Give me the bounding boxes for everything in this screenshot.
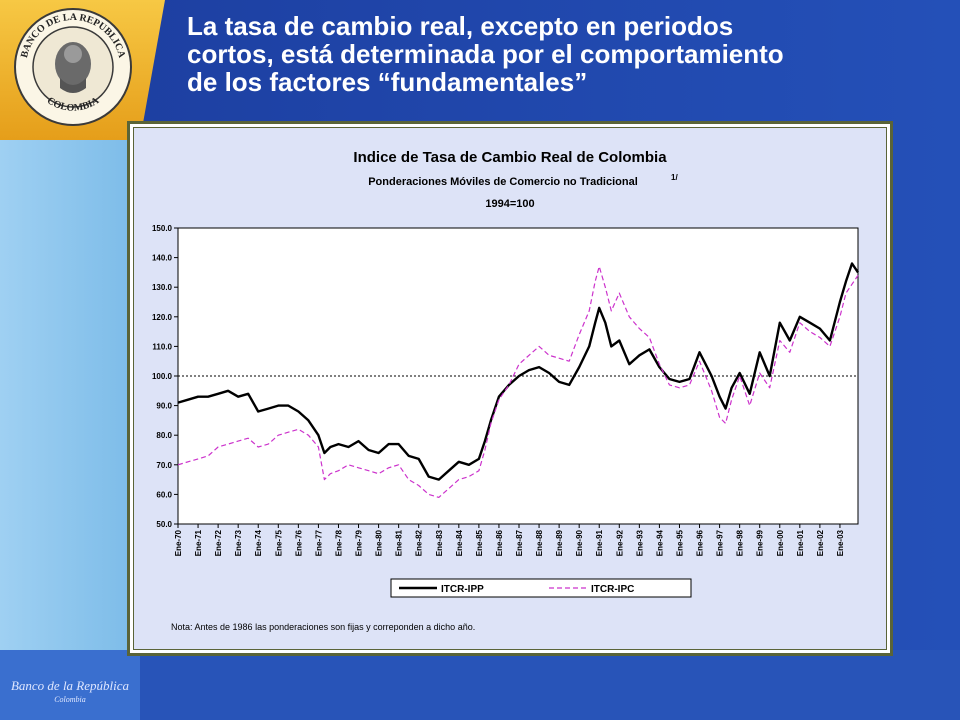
x-tick-label: Ene-88 (535, 529, 544, 556)
x-tick-label: Ene-03 (836, 529, 845, 556)
x-tick-label: Ene-85 (475, 529, 484, 556)
y-tick-label: 100.0 (152, 372, 173, 381)
x-tick-label: Ene-96 (696, 529, 705, 556)
x-tick-label: Ene-97 (716, 529, 725, 556)
x-tick-label: Ene-89 (555, 529, 564, 556)
x-tick-label: Ene-98 (736, 529, 745, 556)
x-tick-label: Ene-99 (756, 529, 765, 556)
chart-subtitle: Ponderaciones Móviles de Comercio no Tra… (368, 176, 638, 188)
x-tick-label: Ene-92 (615, 529, 624, 556)
legend-box (390, 578, 692, 598)
y-tick-label: 60.0 (156, 490, 172, 499)
x-tick-label: Ene-72 (214, 529, 223, 556)
legend-label: ITCR-IPP (441, 584, 484, 595)
chart-base-label: 1994=100 (485, 198, 534, 210)
x-tick-label: Ene-01 (796, 529, 805, 556)
slide-title-line: La tasa de cambio real, excepto en perio… (187, 11, 734, 41)
x-tick-label: Ene-77 (314, 529, 323, 556)
y-tick-label: 80.0 (156, 431, 172, 440)
x-tick-label: Ene-70 (174, 529, 183, 556)
x-tick-label: Ene-75 (274, 529, 283, 556)
x-tick-label: Ene-91 (595, 529, 604, 556)
y-tick-label: 130.0 (152, 283, 173, 292)
y-tick-label: 70.0 (156, 461, 172, 470)
x-tick-label: Ene-76 (294, 529, 303, 556)
y-tick-label: 110.0 (152, 342, 172, 351)
series-line-itcr-ipc (177, 265, 859, 498)
x-tick-label: Ene-93 (635, 529, 644, 556)
y-tick-label: 140.0 (152, 254, 173, 263)
footer-logo: Banco de la República Colombia (6, 678, 134, 704)
x-tick-label: Ene-71 (194, 529, 203, 556)
footer-logo-name: Banco de la República (10, 678, 130, 693)
series-line-itcr-ipp (177, 262, 859, 481)
slide-title-line: de los factores “fundamentales” (187, 67, 588, 97)
slide-title: La tasa de cambio real, excepto en perio… (187, 12, 947, 96)
x-tick-label: Ene-78 (334, 529, 343, 556)
x-tick-label: Ene-81 (395, 529, 404, 556)
x-tick-label: Ene-02 (816, 529, 825, 556)
chart-note: Nota: Antes de 1986 las ponderaciones so… (171, 622, 475, 632)
footer-logo-country: Colombia (54, 695, 86, 704)
x-tick-label: Ene-82 (415, 529, 424, 556)
exchange-rate-chart: Indice de Tasa de Cambio Real de Colombi… (152, 149, 859, 632)
x-tick-label: Ene-79 (355, 529, 364, 556)
x-tick-label: Ene-94 (655, 529, 664, 556)
banco-seal-logo: BANCO DE LA REPUBLICA COLOMBIA (14, 8, 132, 126)
chart-title: Indice de Tasa de Cambio Real de Colombi… (353, 149, 667, 166)
x-tick-label: Ene-90 (575, 529, 584, 556)
x-tick-label: Ene-87 (515, 529, 524, 556)
y-tick-label: 120.0 (152, 313, 173, 322)
x-tick-label: Ene-83 (435, 529, 444, 556)
x-tick-label: Ene-74 (254, 529, 263, 556)
x-tick-label: Ene-73 (234, 529, 243, 556)
x-tick-label: Ene-86 (495, 529, 504, 556)
x-tick-label: Ene-95 (675, 529, 684, 556)
slide-title-line: cortos, está determinada por el comporta… (187, 39, 784, 69)
y-tick-label: 90.0 (156, 402, 172, 411)
y-tick-label: 150.0 (152, 224, 173, 233)
x-tick-label: Ene-00 (776, 529, 785, 556)
x-tick-label: Ene-80 (375, 529, 384, 556)
x-tick-label: Ene-84 (455, 529, 464, 556)
legend-label: ITCR-IPC (591, 584, 634, 595)
chart-subtitle-superscript: 1/ (671, 173, 678, 182)
y-tick-label: 50.0 (156, 520, 172, 529)
